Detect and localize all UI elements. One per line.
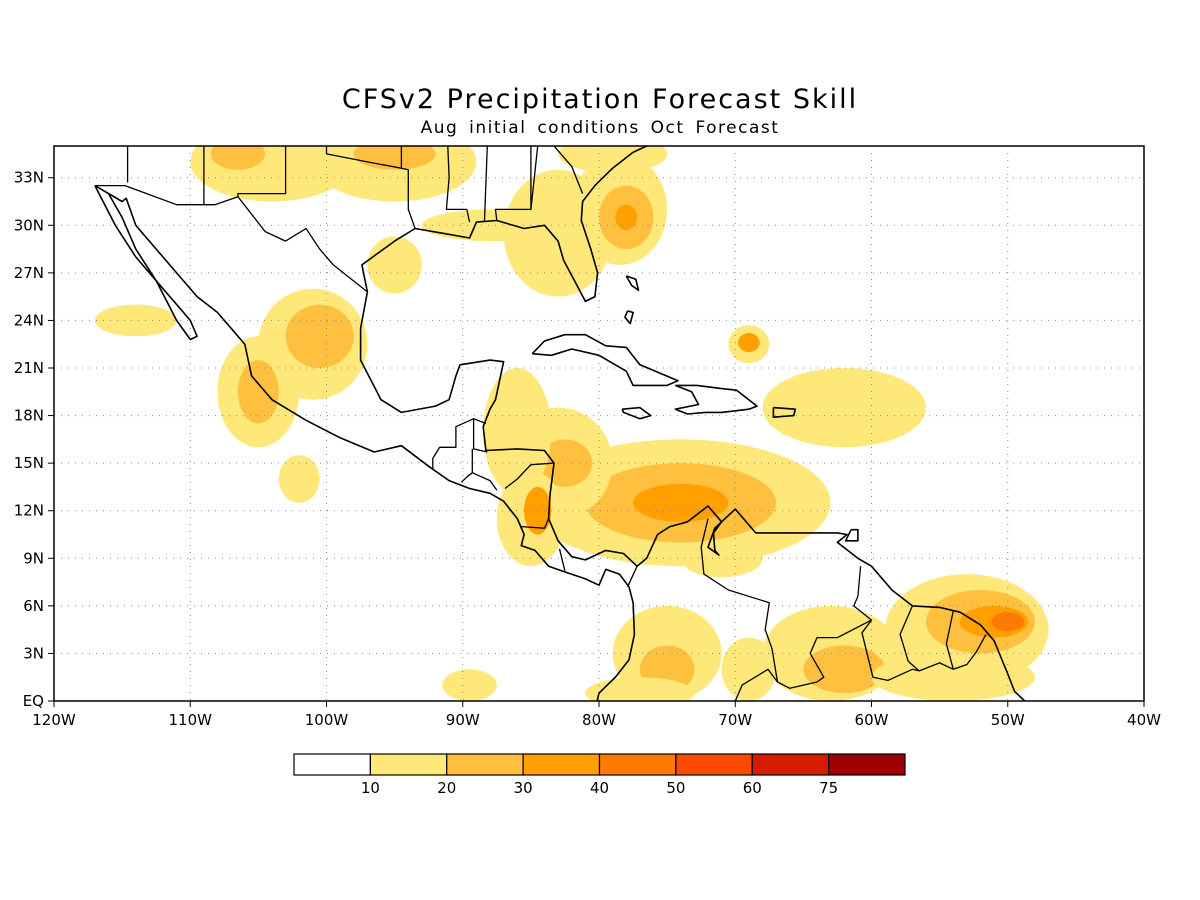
skill-area (803, 645, 886, 694)
skill-area (237, 360, 279, 424)
border-line (237, 146, 287, 197)
legend-swatch (598, 753, 677, 776)
coastline (361, 146, 648, 303)
skill-area (680, 539, 763, 578)
chart-subtitle: Aug initial conditions Oct Forecast (420, 118, 780, 138)
x-tick-label: 80W (582, 711, 616, 729)
skill-area (421, 209, 559, 242)
coastline (844, 528, 859, 542)
x-tick-label: 70W (718, 711, 752, 729)
legend-label: 60 (743, 779, 762, 797)
legend-swatch (675, 753, 753, 776)
skill-area (633, 483, 729, 522)
y-tick-label: 3N (23, 644, 44, 662)
skill-area (442, 669, 497, 701)
legend-swatch (751, 753, 830, 776)
y-tick-label: 27N (14, 264, 44, 282)
coastline (621, 406, 652, 420)
border-line (777, 619, 872, 689)
border-line (945, 610, 954, 670)
border-line (953, 634, 987, 670)
coastlines (94, 146, 1026, 701)
x-tick-label: 90W (446, 711, 480, 729)
border-line (94, 184, 368, 293)
border-line (325, 146, 402, 169)
y-tick-label: EQ (23, 692, 44, 710)
legend-swatch (369, 753, 448, 776)
legend-swatch (828, 753, 906, 776)
coastline (94, 184, 636, 701)
political-borders (94, 146, 987, 701)
y-tick-label: 9N (23, 549, 44, 567)
skill-shading (94, 146, 1049, 701)
y-tick-label: 30N (14, 216, 44, 234)
border-line (530, 146, 539, 210)
coastline (772, 406, 797, 419)
skill-area (353, 146, 436, 170)
border-line (700, 518, 779, 701)
border-line (472, 418, 488, 453)
y-tick-label: 12N (14, 502, 44, 520)
coastline (674, 384, 758, 415)
border-line (483, 146, 488, 221)
legend-swatch (522, 753, 601, 776)
skill-area (94, 304, 177, 337)
skill-area (210, 146, 266, 170)
legend-label: 30 (514, 779, 533, 797)
legend-label: 10 (361, 779, 380, 797)
legend-label: 40 (590, 779, 609, 797)
border-line (445, 146, 471, 223)
color-legend: 10 20 30 40 50 60 75 (293, 753, 906, 797)
legend-swatch (446, 753, 524, 776)
grid-lines (54, 146, 1144, 701)
border-line (553, 146, 584, 194)
border-line (853, 566, 920, 682)
legend-swatch (293, 753, 371, 776)
skill-area (762, 368, 926, 448)
y-tick-label: 21N (14, 359, 44, 377)
y-tick-label: 15N (14, 454, 44, 472)
coastline (625, 275, 640, 292)
skill-area (278, 455, 320, 503)
border-line (899, 605, 954, 672)
x-tick-label: 120W (32, 711, 76, 729)
x-tick-label: 60W (855, 711, 889, 729)
border-line (494, 146, 532, 221)
y-tick-label: 6N (23, 597, 44, 615)
skill-area (991, 612, 1025, 632)
x-tick-label: 40W (1127, 711, 1161, 729)
border-line (558, 548, 566, 572)
skill-area (737, 333, 760, 353)
skill-area (585, 677, 695, 701)
x-tick-label: 50W (991, 711, 1025, 729)
coastline (94, 185, 198, 341)
skill-area (367, 236, 422, 294)
border-line (627, 565, 638, 588)
chart-title: CFSv2 Precipitation Forecast Skill (341, 84, 859, 115)
skill-area (537, 439, 593, 487)
x-tick-label: 100W (305, 711, 349, 729)
border-line (460, 448, 473, 483)
legend-label: 50 (666, 779, 685, 797)
coastline (624, 310, 634, 325)
skill-area (558, 146, 668, 173)
y-tick-label: 24N (14, 311, 44, 329)
x-tick-label: 110W (169, 711, 213, 729)
y-tick-label: 18N (14, 407, 44, 425)
border-line (472, 472, 498, 491)
legend-label: 75 (819, 779, 838, 797)
skill-area (285, 304, 354, 368)
coastline (359, 291, 1026, 701)
skill-area (615, 204, 638, 231)
longitude-ticks: 120W 110W 100W 90W 80W 70W 60W 50W 40W (32, 701, 1161, 729)
skill-area (483, 368, 552, 495)
latitude-ticks: EQ 3N 6N 9N 12N 15N 18N 21N 24N 27N 30N 33N (14, 169, 54, 710)
coastline (531, 333, 679, 387)
legend-label: 20 (437, 779, 456, 797)
y-tick-label: 33N (14, 169, 44, 187)
border-line (504, 462, 555, 490)
border-line (521, 518, 550, 529)
border-line (400, 146, 416, 229)
